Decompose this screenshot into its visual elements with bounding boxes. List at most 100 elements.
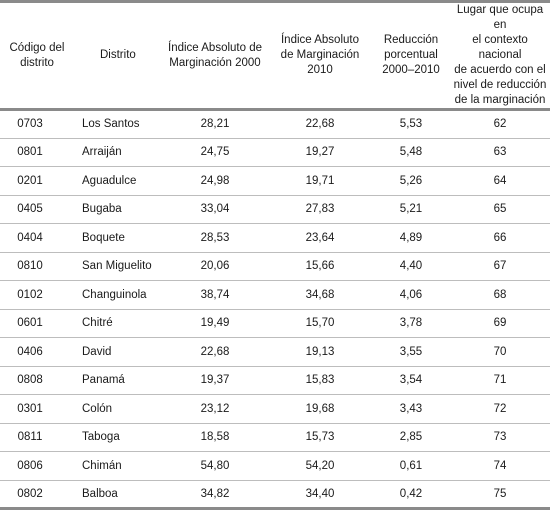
table-header: Código del distrito Distrito Índice Absolut…	[0, 0, 550, 111]
table-row: 0808 Panamá 19,37 15,83 3,54 71	[0, 366, 550, 395]
cell-distrito: Chitré	[74, 309, 162, 338]
header-reduccion: Reducción porcentual 2000–2010	[372, 0, 450, 111]
cell-indice-2010: 23,64	[268, 223, 372, 253]
cell-distrito: Panamá	[74, 366, 162, 395]
table-row: 0102 Changuinola 38,74 34,68 4,06 68	[0, 280, 550, 310]
cell-reduccion: 4,06	[372, 280, 450, 310]
cell-distrito: Balboa	[74, 480, 162, 510]
cell-distrito: Changuinola	[74, 280, 162, 310]
header-row: Código del distrito Distrito Índice Absolut…	[0, 0, 550, 111]
cell-indice-2010: 15,83	[268, 366, 372, 395]
cell-indice-2000: 54,80	[162, 451, 268, 481]
table-row: 0703 Los Santos 28,21 22,68 5,53 62	[0, 109, 550, 139]
cell-distrito: San Miguelito	[74, 252, 162, 281]
table-row: 0301 Colón 23,12 19,68 3,43 72	[0, 394, 550, 424]
cell-codigo: 0811	[0, 423, 74, 452]
header-codigo-line: Código del	[9, 41, 65, 54]
header-lugar-line: de acuerdo con el	[454, 64, 546, 76]
cell-lugar: 69	[450, 309, 550, 338]
cell-distrito: Chimán	[74, 451, 162, 481]
cell-indice-2000: 18,58	[162, 423, 268, 452]
cell-distrito: Aguadulce	[74, 166, 162, 196]
cell-indice-2010: 19,71	[268, 166, 372, 196]
cell-indice-2000: 19,49	[162, 309, 268, 338]
header-indice-2010-line: 2010	[307, 64, 333, 76]
table-row: 0801 Arraiján 24,75 19,27 5,48 63	[0, 138, 550, 167]
table-row: 0802 Balboa 34,82 34,40 0,42 75	[0, 480, 550, 510]
cell-reduccion: 3,78	[372, 309, 450, 338]
cell-indice-2000: 24,75	[162, 138, 268, 167]
header-codigo: Código del distrito	[0, 0, 74, 111]
cell-indice-2000: 19,37	[162, 366, 268, 395]
header-reduccion-line: 2000–2010	[382, 64, 440, 76]
table-row: 0201 Aguadulce 24,98 19,71 5,26 64	[0, 166, 550, 196]
cell-reduccion: 5,26	[372, 166, 450, 196]
header-lugar-line: de la marginación	[454, 94, 546, 106]
cell-indice-2010: 19,27	[268, 138, 372, 167]
cell-indice-2010: 15,66	[268, 252, 372, 281]
cell-indice-2000: 38,74	[162, 280, 268, 310]
header-reduccion-line: porcentual	[384, 49, 438, 61]
cell-lugar: 68	[450, 280, 550, 310]
cell-distrito: Arraiján	[74, 138, 162, 167]
table-row: 0405 Bugaba 33,04 27,83 5,21 65	[0, 195, 550, 224]
header-lugar: Lugar que ocupa en el contexto nacional de…	[450, 0, 550, 111]
header-codigo-line: distrito	[20, 56, 54, 69]
table-row: 0811 Taboga 18,58 15,73 2,85 73	[0, 423, 550, 452]
cell-lugar: 65	[450, 195, 550, 224]
cell-lugar: 73	[450, 423, 550, 452]
cell-indice-2010: 19,13	[268, 337, 372, 367]
cell-reduccion: 5,21	[372, 195, 450, 224]
cell-distrito: Los Santos	[74, 109, 162, 139]
cell-distrito: David	[74, 337, 162, 367]
cell-codigo: 0802	[0, 480, 74, 510]
table-row: 0601 Chitré 19,49 15,70 3,78 69	[0, 309, 550, 338]
header-indice-2000-line: Índice Absoluto de	[168, 41, 262, 54]
cell-lugar: 66	[450, 223, 550, 253]
cell-codigo: 0808	[0, 366, 74, 395]
cell-reduccion: 4,89	[372, 223, 450, 253]
cell-codigo: 0806	[0, 451, 74, 481]
cell-indice-2000: 20,06	[162, 252, 268, 281]
header-indice-2000-line: Marginación 2000	[169, 56, 261, 69]
table-row: 0404 Boquete 28,53 23,64 4,89 66	[0, 223, 550, 253]
header-indice-2000: Índice Absoluto de Marginación 2000	[162, 0, 268, 111]
cell-codigo: 0201	[0, 166, 74, 196]
cell-reduccion: 4,40	[372, 252, 450, 281]
cell-lugar: 67	[450, 252, 550, 281]
cell-indice-2010: 22,68	[268, 109, 372, 139]
cell-codigo: 0102	[0, 280, 74, 310]
cell-indice-2000: 28,21	[162, 109, 268, 139]
cell-reduccion: 5,48	[372, 138, 450, 167]
cell-codigo: 0301	[0, 394, 74, 424]
cell-distrito: Colón	[74, 394, 162, 424]
cell-lugar: 75	[450, 480, 550, 510]
cell-codigo: 0406	[0, 337, 74, 367]
header-reduccion-line: Reducción	[383, 34, 439, 46]
cell-indice-2010: 34,68	[268, 280, 372, 310]
header-indice-2010-line: de Marginación	[280, 49, 360, 61]
table-row: 0406 David 22,68 19,13 3,55 70	[0, 337, 550, 367]
cell-indice-2010: 27,83	[268, 195, 372, 224]
table-body: 0703 Los Santos 28,21 22,68 5,53 62 0801 Arraij…	[0, 109, 550, 510]
cell-indice-2000: 22,68	[162, 337, 268, 367]
cell-distrito: Bugaba	[74, 195, 162, 224]
header-indice-2010: Índice Absoluto de Marginación 2010	[268, 0, 372, 111]
cell-codigo: 0405	[0, 195, 74, 224]
cell-codigo: 0810	[0, 252, 74, 281]
cell-codigo: 0703	[0, 109, 74, 139]
cell-lugar: 63	[450, 138, 550, 167]
cell-indice-2010: 19,68	[268, 394, 372, 424]
cell-indice-2000: 34,82	[162, 480, 268, 510]
cell-distrito: Taboga	[74, 423, 162, 452]
table-row: 0806 Chimán 54,80 54,20 0,61 74	[0, 451, 550, 481]
cell-codigo: 0801	[0, 138, 74, 167]
cell-reduccion: 3,54	[372, 366, 450, 395]
cell-indice-2010: 15,70	[268, 309, 372, 338]
cell-indice-2010: 15,73	[268, 423, 372, 452]
cell-reduccion: 0,42	[372, 480, 450, 510]
cell-lugar: 64	[450, 166, 550, 196]
header-distrito-line: Distrito	[100, 49, 136, 61]
